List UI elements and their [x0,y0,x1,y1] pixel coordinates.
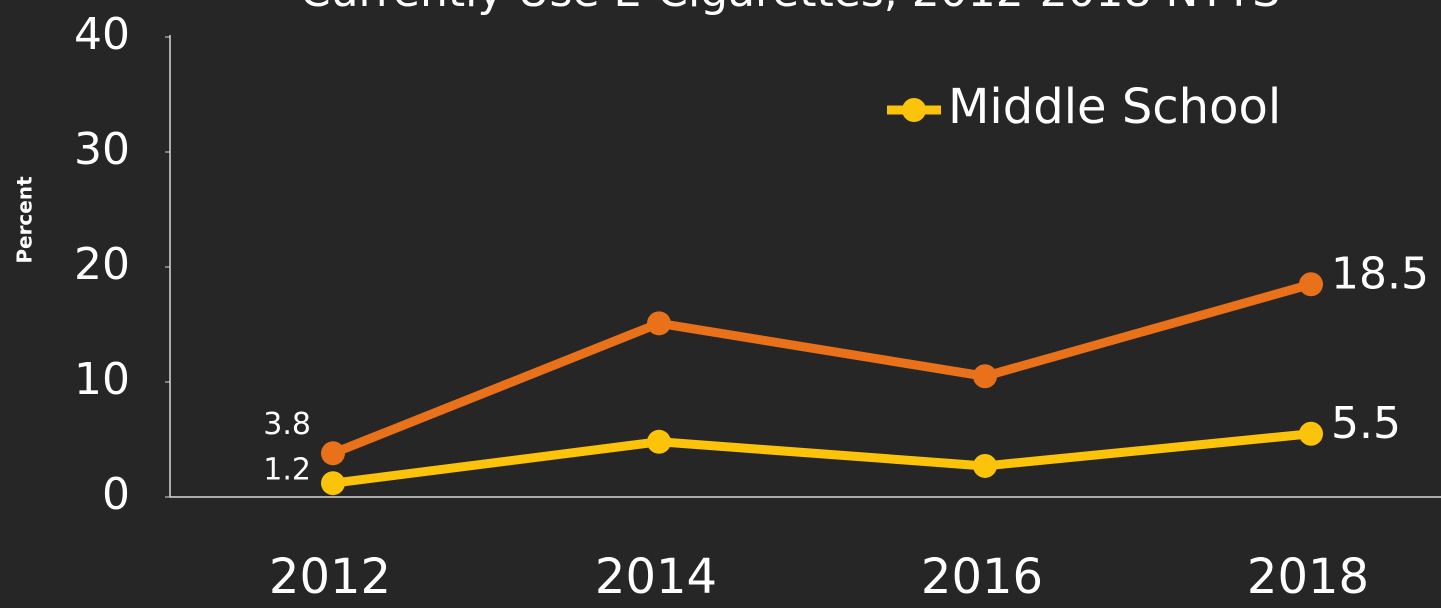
y-tick-label: 10 [74,354,130,405]
y-tick-label: 30 [74,124,130,175]
data-label: 3.8 [263,407,311,442]
data-point [321,441,345,466]
series-line [331,279,1313,458]
data-label: 18.5 [1331,248,1429,299]
data-point [647,429,671,454]
data-point [1299,421,1323,446]
data-label: 1.2 [263,453,311,488]
y-axis-label: Percent [13,176,37,264]
series-line [332,429,1312,488]
data-point [973,364,997,389]
legend-label: Middle School [948,79,1281,135]
data-label: 5.5 [1331,398,1401,449]
x-tick-label: 2016 [921,549,1043,605]
legend-marker [902,98,926,122]
y-tick-label: 0 [102,469,130,520]
data-point [321,471,345,496]
x-tick-label: 2018 [1247,549,1369,605]
data-point [1299,272,1323,297]
x-tick-label: 2014 [595,549,717,605]
chart-title: Currently Use E-Cigarettes, 2012-2018 NY… [300,0,1280,17]
x-tick-label: 2012 [269,549,391,605]
data-point [973,453,997,478]
y-tick-label: 20 [74,239,130,290]
y-tick-label: 40 [74,9,130,60]
data-point [647,311,671,336]
